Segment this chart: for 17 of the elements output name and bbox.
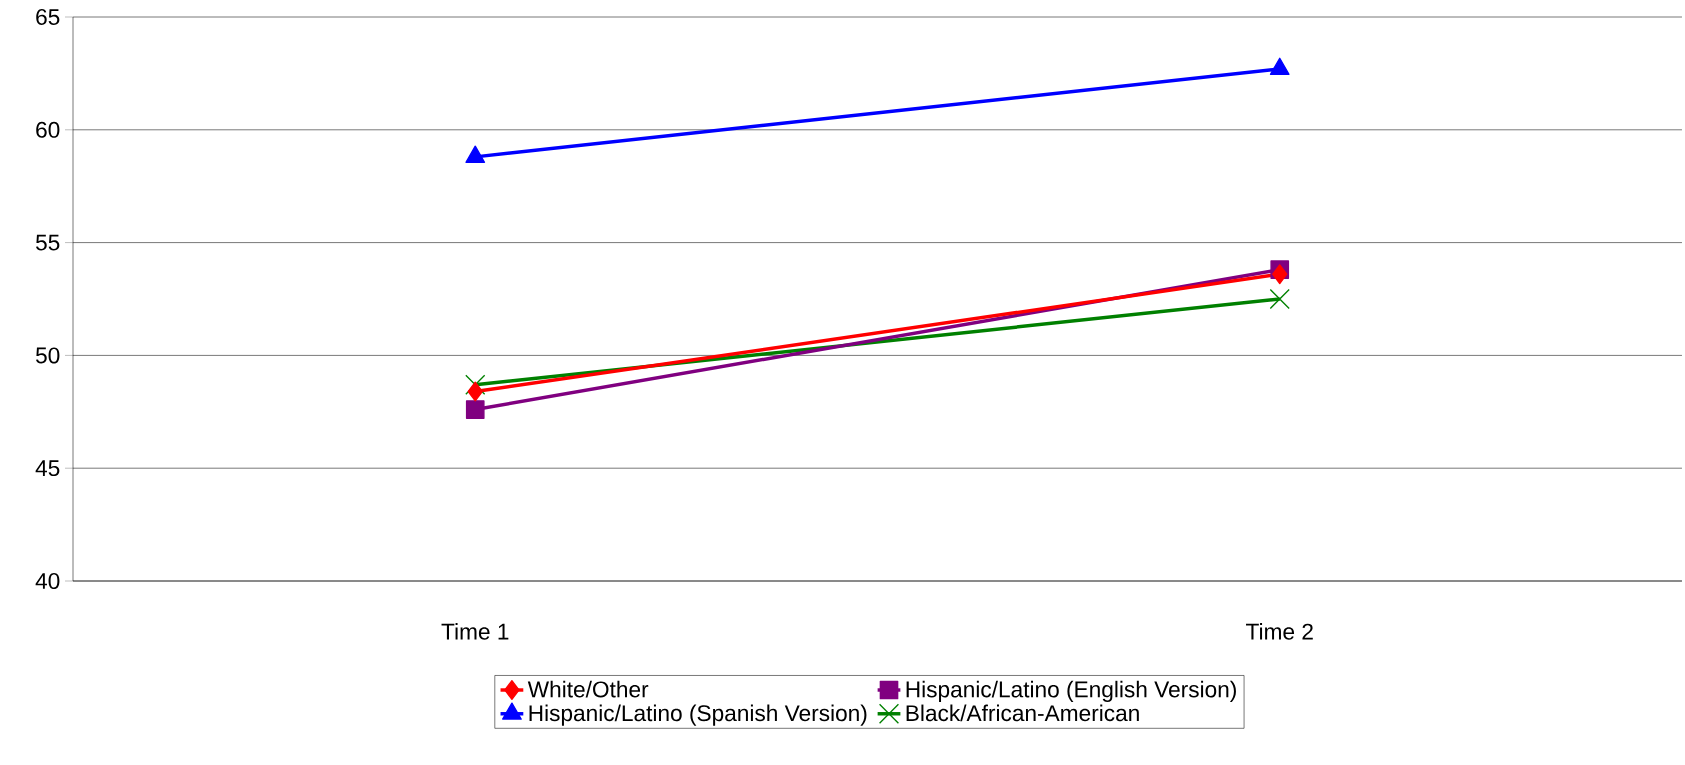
legend-label: Hispanic/Latino (Spanish Version) xyxy=(529,704,867,726)
legend-label: White/Other xyxy=(527,680,649,698)
x-tick-label: Time 1 xyxy=(441,623,509,640)
y-tick-label: 55 xyxy=(35,234,60,251)
point xyxy=(1272,264,1288,285)
point xyxy=(465,374,486,395)
legend-label: Hispanic/Latino (English Version) xyxy=(906,680,1236,702)
y-tick-label: 40 xyxy=(35,572,60,590)
legend-label: Black/African-American xyxy=(906,704,1139,722)
point xyxy=(467,381,483,402)
point xyxy=(465,400,485,419)
point xyxy=(1269,288,1290,310)
x-tick-label: Time 2 xyxy=(1246,623,1313,640)
y-tick-label: 50 xyxy=(35,347,60,364)
y-tick-label: 45 xyxy=(35,460,60,477)
y-tick-label: 60 xyxy=(36,121,60,138)
y-tick-label: 65 xyxy=(36,8,60,26)
